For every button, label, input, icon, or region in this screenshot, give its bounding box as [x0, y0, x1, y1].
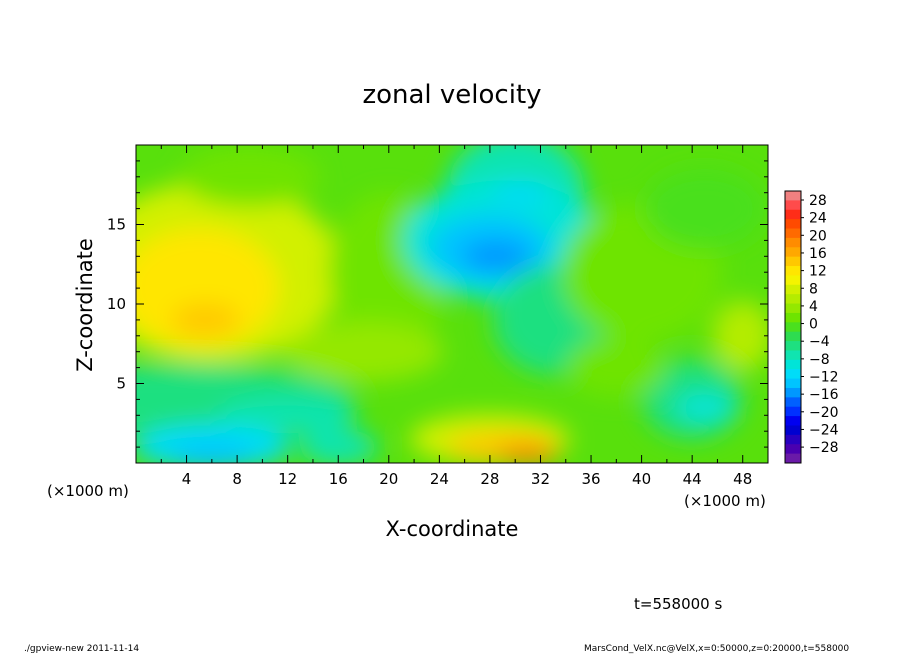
colorbar-label: 28	[809, 193, 827, 209]
colorbar-swatch	[785, 200, 801, 211]
colorbar-swatch	[785, 247, 801, 258]
colorbar-label: 24	[809, 211, 827, 227]
field-region	[462, 240, 531, 273]
x-unit-label: (×1000 m)	[47, 482, 129, 500]
colorbar-label: −24	[809, 422, 839, 438]
colorbar-label: −12	[809, 370, 839, 386]
field-region	[171, 303, 240, 336]
y-unit-label: (×1000 m)	[684, 492, 766, 510]
colorbar-swatch	[785, 369, 801, 380]
colorbar-label: 8	[809, 281, 818, 297]
y-tick-label: 5	[116, 375, 126, 393]
footer-left: ./gpview-new 2011-11-14	[24, 644, 139, 654]
colorbar-swatch	[785, 275, 801, 286]
y-tick-label: 15	[107, 216, 126, 234]
colorbar-swatch	[785, 322, 801, 333]
x-axis-label: X-coordinate	[386, 517, 519, 541]
colorbar-swatch	[785, 387, 801, 398]
colorbar-swatch	[785, 397, 801, 408]
time-label: t=558000 s	[634, 595, 722, 613]
x-tick-label: 24	[430, 470, 449, 488]
colorbar-swatch	[785, 359, 801, 370]
y-axis-label: Z-coordinate	[73, 238, 97, 372]
y-tick-label: 10	[107, 295, 126, 313]
field-region	[497, 443, 558, 463]
field-region	[217, 397, 358, 434]
colorbar-swatch	[785, 237, 801, 248]
field-region	[179, 146, 320, 207]
colorbar-label: 0	[809, 317, 818, 333]
colorbar-swatch	[785, 444, 801, 455]
field-region	[712, 300, 768, 371]
colorbar-label: −20	[809, 405, 839, 421]
x-tick-label: 16	[329, 470, 348, 488]
colorbar-swatch	[785, 341, 801, 351]
field-region	[491, 180, 552, 205]
x-tick-label: 32	[531, 470, 550, 488]
colorbar-swatch	[785, 416, 801, 426]
colorbar-swatch	[785, 331, 801, 342]
x-tick-label: 12	[278, 470, 297, 488]
y-axis: 5 10 15	[107, 160, 768, 448]
field-region	[674, 393, 735, 422]
x-tick-label: 44	[683, 470, 702, 488]
field-region	[283, 321, 444, 382]
colorbar-label: 20	[809, 228, 827, 244]
colorbar-swatch	[785, 453, 801, 464]
colorbar-swatch	[785, 266, 801, 276]
colorbar-swatch	[785, 303, 801, 314]
x-tick-label: 36	[581, 470, 600, 488]
contour-field	[136, 145, 768, 463]
field-region	[171, 443, 252, 463]
colorbar-label: −16	[809, 387, 839, 403]
x-tick-label: 20	[379, 470, 398, 488]
colorbar-swatch	[785, 312, 801, 323]
field-region	[566, 337, 667, 398]
colorbar-swatch	[785, 425, 801, 436]
footer-right: MarsCond_VelX.nc@VelX,x=0:50000,z=0:2000…	[584, 644, 849, 654]
colorbar-swatch	[785, 350, 801, 361]
colorbar-label: −28	[809, 440, 839, 456]
colorbar-swatch	[785, 228, 801, 239]
colorbar-swatch	[785, 434, 801, 445]
x-tick-label: 8	[232, 470, 242, 488]
colorbar-swatch	[785, 406, 801, 417]
colorbar-swatch	[785, 191, 801, 201]
field-region	[298, 429, 379, 463]
colorbar-swatch	[785, 256, 801, 267]
x-tick-label: 40	[632, 470, 651, 488]
colorbar-label: −8	[809, 352, 830, 368]
colorbar-swatch	[785, 294, 801, 305]
colorbar-label: 4	[809, 299, 818, 315]
colorbar-swatch	[785, 209, 801, 220]
colorbar-swatch	[785, 219, 801, 230]
x-tick-label: 4	[182, 470, 192, 488]
x-tick-label: 28	[480, 470, 499, 488]
colorbar-swatch	[785, 284, 801, 295]
colorbar-frame	[784, 190, 802, 464]
x-tick-label: 48	[733, 470, 752, 488]
field-region	[644, 168, 765, 249]
colorbar-label: 16	[809, 246, 827, 262]
colorbar-swatch	[785, 378, 801, 389]
colorbar-label: 12	[809, 264, 827, 280]
chart-title: zonal velocity	[362, 80, 541, 110]
colorbar-label: −4	[809, 334, 830, 350]
x-axis: 4 8 12 16 20 24 28 32 36 40 44 48	[160, 145, 752, 488]
